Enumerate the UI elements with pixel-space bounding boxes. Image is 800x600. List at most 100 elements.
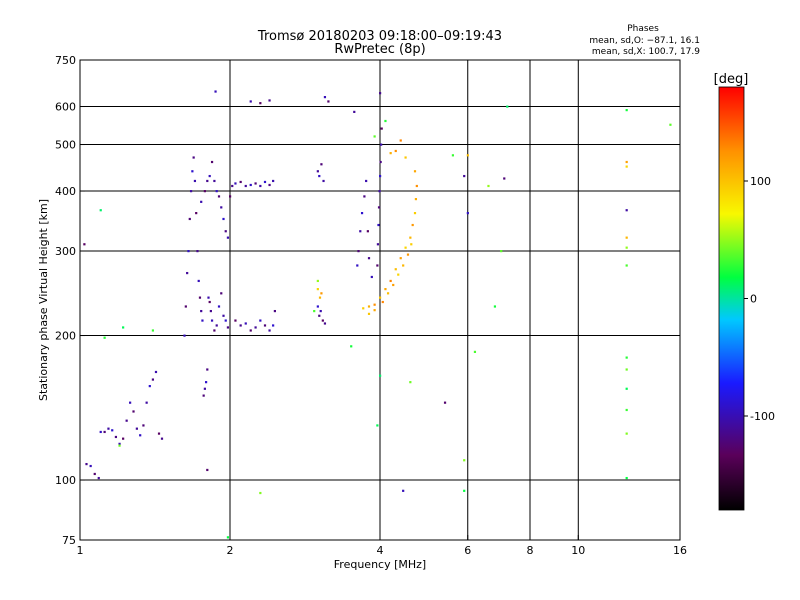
data-point-x — [402, 264, 405, 267]
data-point-other — [506, 105, 509, 108]
data-point-o — [196, 250, 199, 253]
data-point-o — [249, 100, 252, 103]
data-point-o — [376, 264, 379, 267]
data-point-o — [188, 217, 191, 221]
data-point-o — [268, 183, 271, 187]
data-point-o — [272, 179, 275, 183]
data-point-o — [204, 381, 208, 384]
data-point-o — [466, 212, 469, 215]
data-point-o — [197, 279, 200, 283]
data-point-o — [323, 322, 327, 325]
data-point-other — [259, 491, 262, 495]
y-axis-label: Stationary phase Virtual Height [km] — [37, 199, 50, 401]
data-point-other — [500, 250, 503, 253]
data-point-other — [625, 368, 628, 371]
data-point-o — [376, 243, 380, 246]
stats-header: Phases — [627, 24, 659, 34]
data-point-other — [122, 326, 125, 329]
data-point-o — [259, 184, 262, 188]
data-point-o — [380, 127, 383, 130]
data-point-o — [214, 90, 217, 93]
data-point-o — [234, 319, 237, 322]
data-point-other — [463, 489, 466, 492]
data-point-o — [254, 182, 257, 185]
data-point-o — [213, 179, 216, 183]
data-point-o — [370, 275, 373, 279]
data-point-o — [145, 401, 148, 404]
data-point-other — [373, 135, 376, 138]
stats-line-x: mean, sd,X: 100.7, 17.9 — [592, 47, 700, 57]
data-point-o — [379, 92, 382, 95]
data-point-x — [384, 288, 387, 291]
data-point-o — [203, 190, 206, 193]
data-point-o — [202, 394, 205, 397]
y-axis-ticks: 75 100 200 300 400 500 600 750 — [55, 54, 85, 547]
data-point-o — [259, 102, 262, 105]
data-point-x — [381, 300, 384, 304]
data-point-o — [122, 437, 125, 440]
x-tick-label: 6 — [464, 544, 471, 557]
data-point-other — [379, 374, 382, 377]
y-tick-label: 600 — [55, 101, 76, 114]
data-point-o — [359, 230, 362, 233]
data-point-x — [318, 296, 322, 299]
data-point-o — [322, 179, 325, 183]
data-point-x — [373, 309, 376, 312]
data-point-o — [210, 319, 214, 322]
data-point-x — [362, 307, 365, 310]
data-point-x — [466, 154, 469, 157]
data-point-o — [254, 326, 257, 329]
data-point-other — [350, 345, 353, 348]
data-point-o — [327, 100, 330, 103]
data-point-other — [451, 154, 455, 157]
data-point-other — [625, 109, 628, 112]
data-point-other — [463, 459, 466, 462]
data-point-o — [201, 319, 204, 322]
data-point-o — [318, 174, 321, 178]
data-point-o — [89, 464, 92, 468]
x-axis-ticks: 1 2 4 6 8 10 16 — [77, 535, 687, 557]
data-point-o — [321, 319, 324, 322]
data-point-other — [376, 424, 379, 427]
data-point-other — [384, 119, 387, 123]
data-point-x — [625, 165, 628, 168]
data-point-x — [373, 303, 376, 306]
data-point-x — [406, 253, 410, 256]
data-point-o — [244, 184, 247, 188]
x-tick-label: 10 — [571, 544, 585, 557]
data-point-other — [625, 432, 628, 435]
data-point-x — [413, 170, 417, 173]
data-points — [83, 90, 672, 539]
data-point-o — [151, 378, 155, 381]
data-point-o — [99, 430, 102, 434]
data-point-x — [404, 156, 407, 159]
data-point-o — [503, 177, 506, 180]
data-point-o — [249, 183, 252, 187]
data-point-x — [625, 160, 628, 164]
data-point-o — [353, 110, 356, 113]
data-point-o — [97, 476, 100, 480]
data-point-o — [378, 190, 381, 193]
data-point-o — [135, 427, 138, 430]
data-point-o — [220, 292, 223, 295]
data-point-o — [244, 322, 247, 325]
data-point-o — [157, 432, 161, 435]
x-axis-label: Frequency [MHz] — [334, 558, 426, 571]
data-point-o — [193, 179, 197, 183]
data-point-o — [316, 170, 319, 173]
data-point-x — [410, 243, 413, 246]
data-point-o — [367, 257, 371, 260]
data-point-other — [99, 209, 102, 212]
colorbar — [718, 86, 745, 511]
data-point-o — [111, 429, 114, 432]
data-point-o — [191, 170, 194, 173]
y-tick-label: 300 — [55, 245, 76, 258]
data-point-o — [379, 174, 382, 178]
chart-subtitle: RwPretec (8p) — [334, 42, 425, 57]
data-point-other — [625, 356, 628, 359]
data-point-o — [323, 96, 327, 99]
data-point-o — [380, 143, 383, 146]
data-point-x — [367, 305, 371, 308]
colorbar-label: [deg] — [714, 72, 749, 87]
data-point-other — [473, 350, 477, 353]
